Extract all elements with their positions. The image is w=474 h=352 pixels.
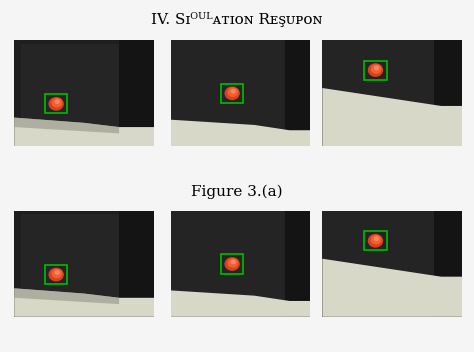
Bar xyxy=(322,40,437,146)
Bar xyxy=(21,44,119,141)
Ellipse shape xyxy=(228,258,238,268)
Bar xyxy=(365,61,387,80)
Ellipse shape xyxy=(225,257,240,271)
Bar xyxy=(322,211,437,317)
Bar xyxy=(171,211,290,317)
Ellipse shape xyxy=(48,268,64,282)
Ellipse shape xyxy=(52,269,62,278)
Polygon shape xyxy=(322,88,462,146)
Ellipse shape xyxy=(368,234,383,248)
Bar xyxy=(21,214,119,312)
Polygon shape xyxy=(14,118,119,133)
Ellipse shape xyxy=(228,87,238,97)
Polygon shape xyxy=(14,288,154,317)
Ellipse shape xyxy=(374,236,379,241)
Ellipse shape xyxy=(374,65,379,70)
Bar xyxy=(434,211,462,317)
Polygon shape xyxy=(14,288,119,304)
Bar xyxy=(221,254,243,274)
Bar xyxy=(45,94,67,113)
Polygon shape xyxy=(171,290,310,317)
Ellipse shape xyxy=(230,259,236,264)
Text: Figure 3.(a): Figure 3.(a) xyxy=(191,185,283,199)
Ellipse shape xyxy=(371,235,382,245)
Ellipse shape xyxy=(52,98,62,108)
Text: IV. Sɪᴼᵁᴸᴀᴛɪᴏɴ Rᴇşᴜᴘᴏɴ: IV. Sɪᴼᵁᴸᴀᴛɪᴏɴ Rᴇşᴜᴘᴏɴ xyxy=(151,12,323,27)
Bar xyxy=(119,40,154,146)
Ellipse shape xyxy=(48,97,64,111)
Bar xyxy=(285,40,310,146)
Bar xyxy=(221,84,243,103)
Bar xyxy=(365,231,387,250)
Bar xyxy=(45,265,67,284)
Ellipse shape xyxy=(55,99,60,104)
Ellipse shape xyxy=(225,87,240,100)
Bar xyxy=(119,211,154,317)
Ellipse shape xyxy=(371,64,382,74)
Ellipse shape xyxy=(368,63,383,77)
Bar xyxy=(171,40,290,146)
Polygon shape xyxy=(171,120,310,146)
Ellipse shape xyxy=(230,89,236,94)
Bar xyxy=(285,211,310,317)
Bar xyxy=(434,40,462,146)
Ellipse shape xyxy=(55,270,60,275)
Polygon shape xyxy=(322,259,462,317)
Polygon shape xyxy=(14,118,154,146)
